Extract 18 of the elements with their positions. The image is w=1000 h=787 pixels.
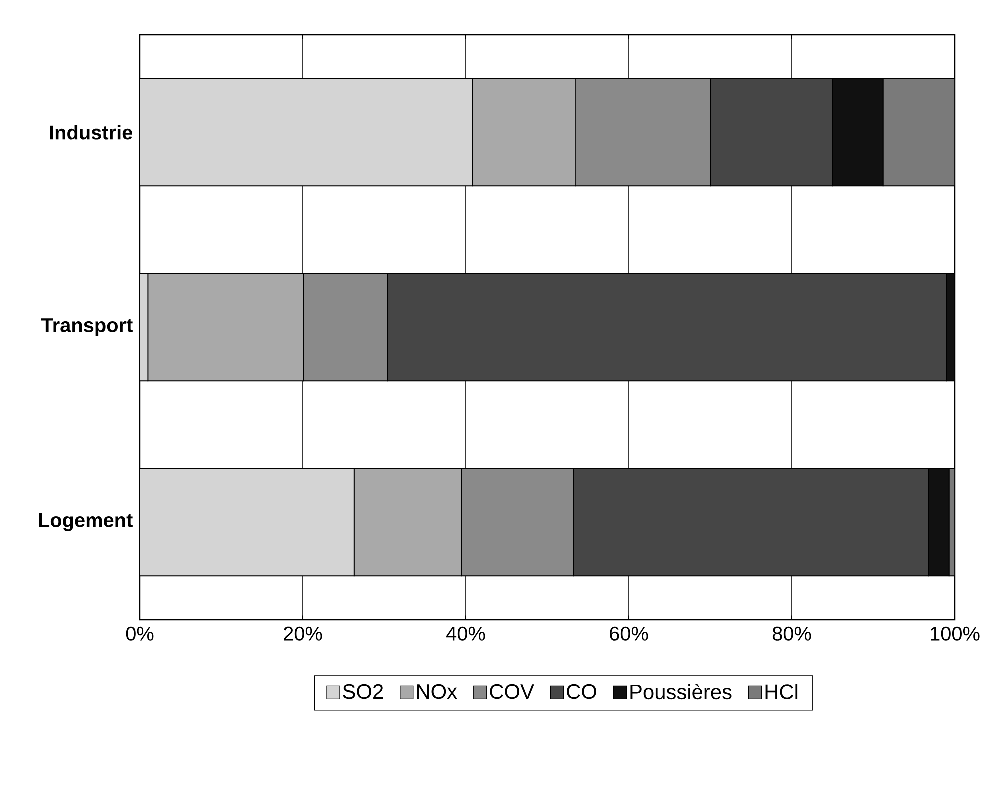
x-tick-label: 100% bbox=[931, 626, 980, 641]
x-tick-label: 60% bbox=[610, 626, 648, 641]
bar bbox=[140, 468, 355, 577]
bar bbox=[882, 78, 956, 187]
legend-label: HCl bbox=[766, 684, 798, 700]
y-tick-label: Industrie bbox=[50, 125, 132, 140]
legend-label: COV bbox=[490, 684, 534, 700]
x-tick-label: 80% bbox=[772, 626, 812, 641]
legend-label: NOx bbox=[417, 684, 458, 700]
legend-label: Poussières bbox=[630, 684, 732, 700]
y-tick-label: Transport bbox=[41, 318, 133, 336]
legend-label: SO2 bbox=[343, 684, 384, 700]
x-tick-label: 20% bbox=[284, 626, 322, 641]
bar bbox=[140, 78, 473, 187]
y-tick-label: Logement bbox=[39, 514, 133, 532]
x-tick-label: 0% bbox=[126, 626, 154, 641]
x-tick-label: 40% bbox=[446, 626, 486, 641]
legend-label: CO bbox=[567, 684, 596, 700]
